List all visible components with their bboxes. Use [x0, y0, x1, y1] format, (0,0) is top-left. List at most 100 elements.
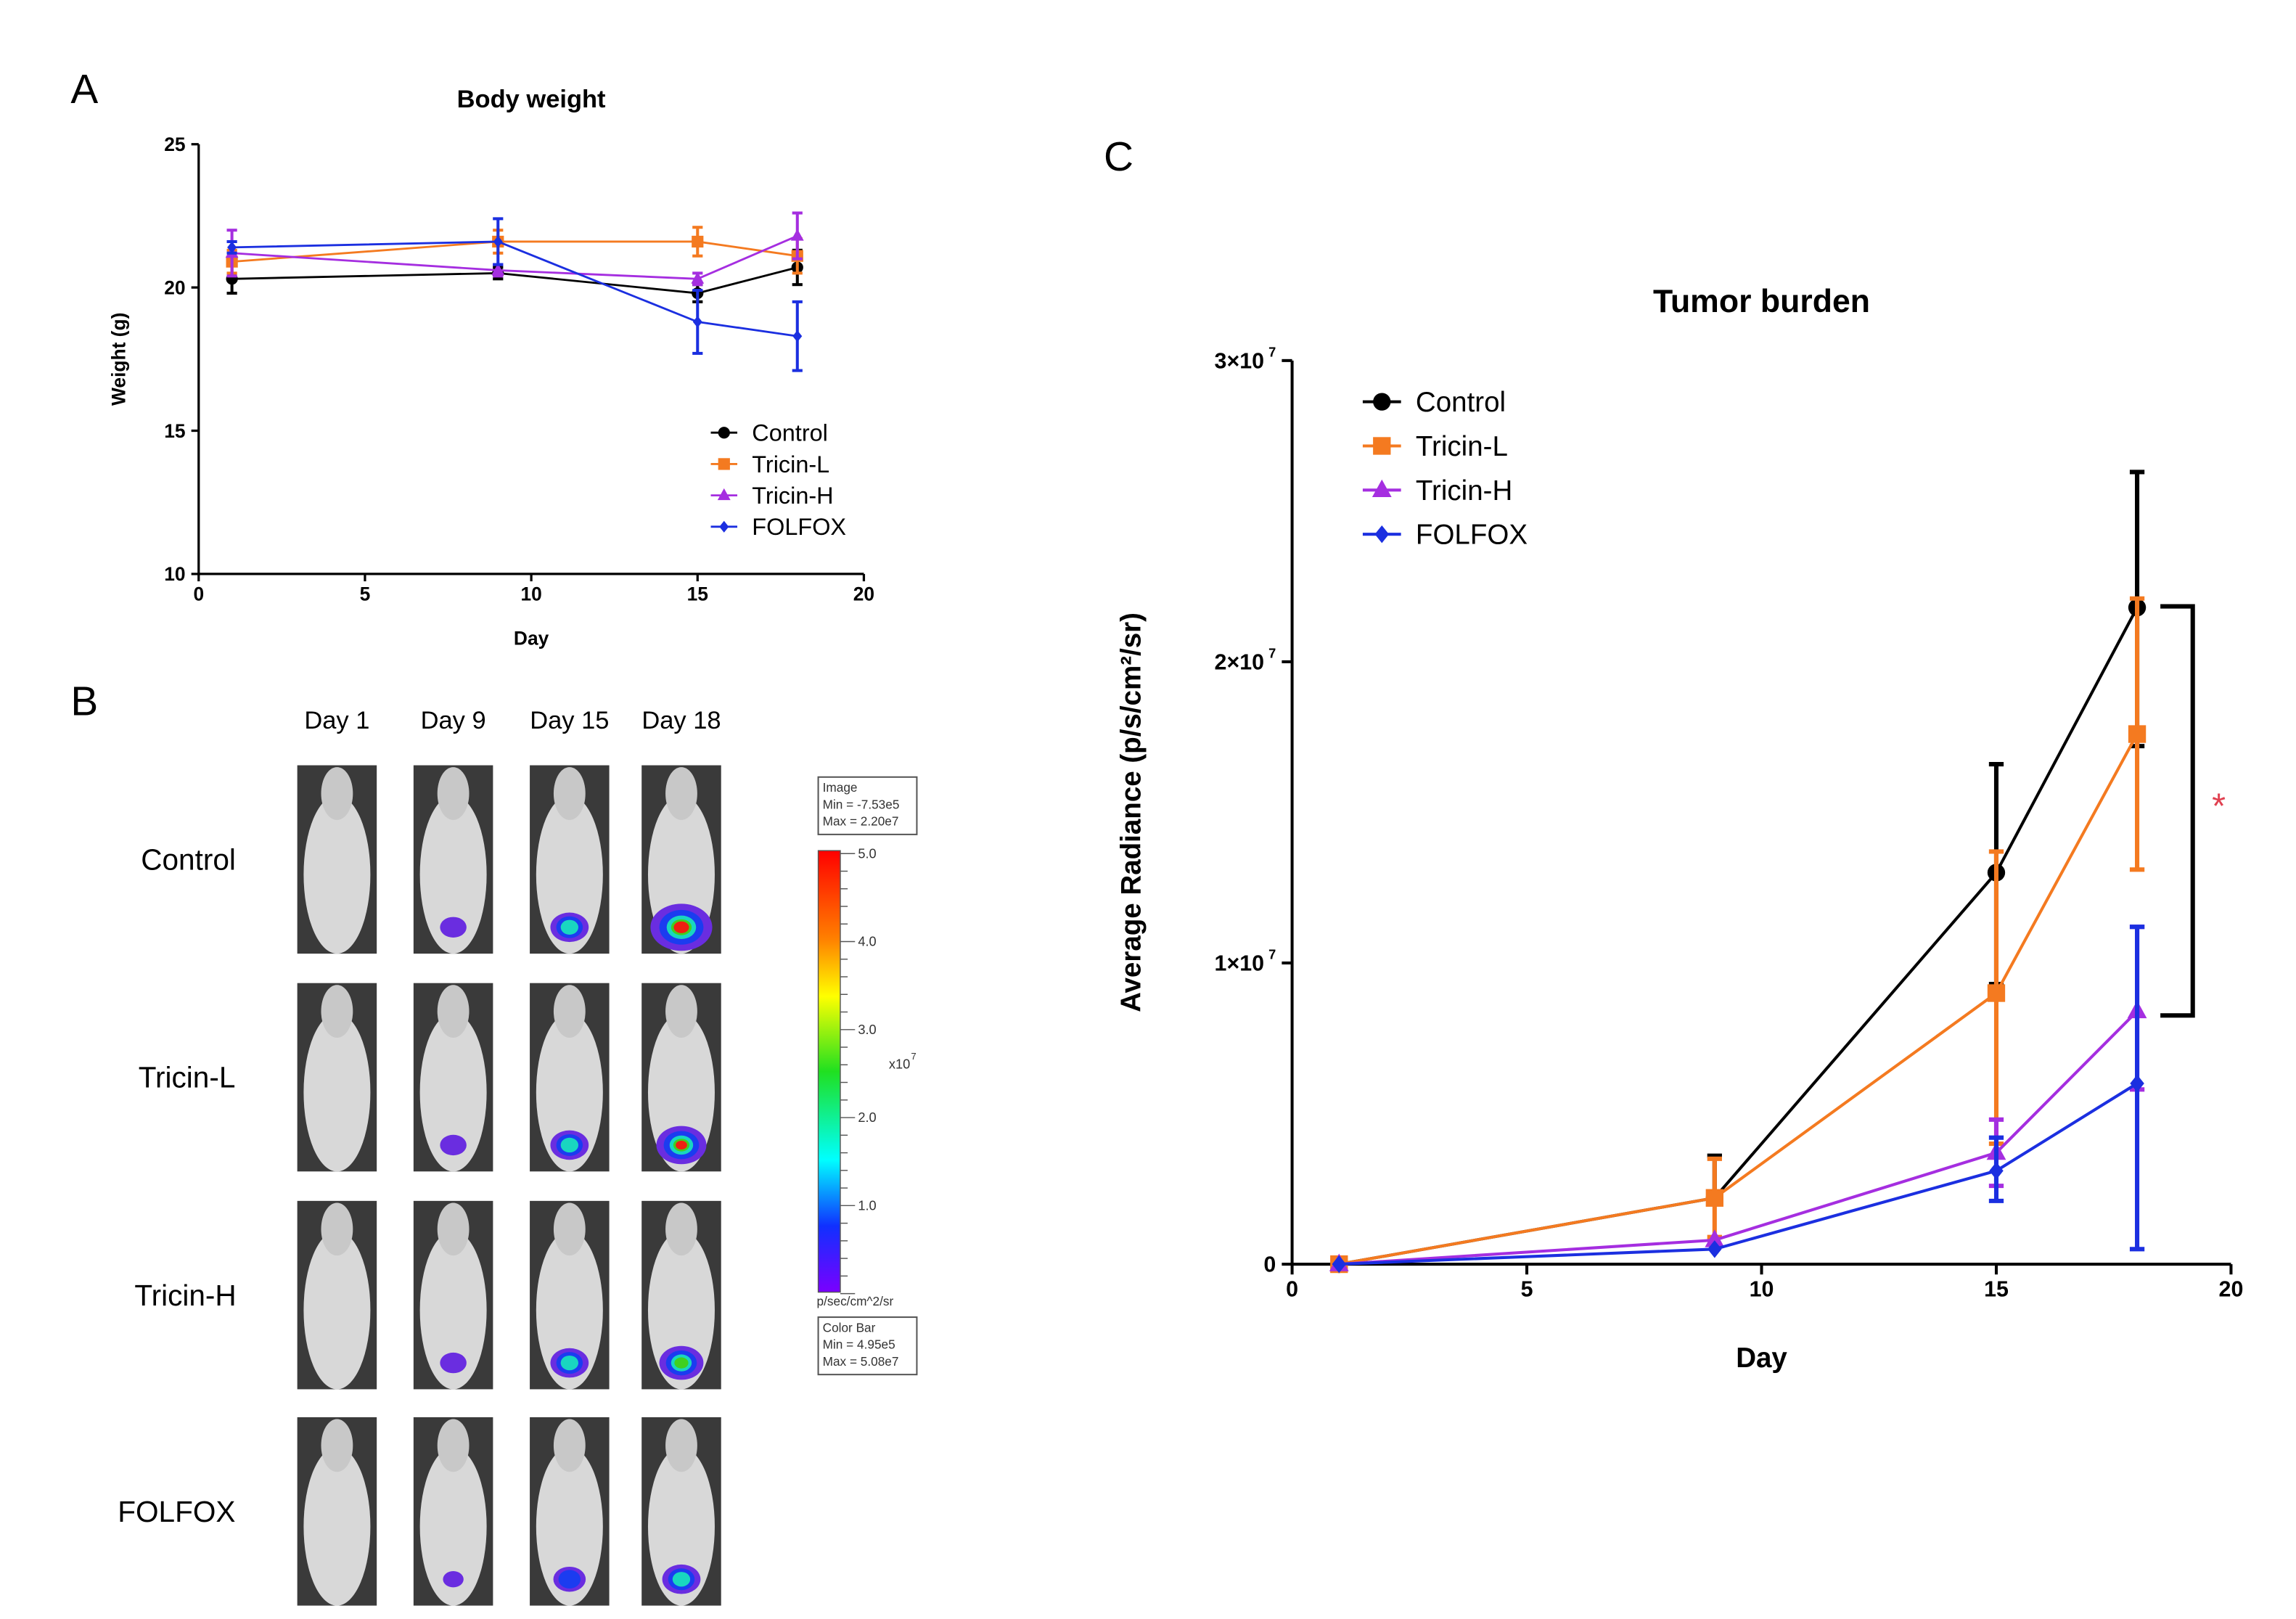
series-tricin-h: [225, 211, 804, 287]
legend-label: Tricin-L: [1416, 431, 1508, 462]
info-box-line: Min = 4.95e5: [823, 1337, 895, 1352]
legend-marker: [1373, 437, 1391, 455]
legend-marker: [1374, 525, 1390, 544]
x-tick-label: 0: [193, 583, 204, 604]
column-header: Day 15: [530, 707, 609, 734]
mouse-image: [297, 765, 377, 954]
legend-label: Control: [1416, 387, 1506, 418]
y-tick-label: 1×10: [1215, 951, 1265, 976]
mouse-image: [297, 983, 377, 1172]
colorbar-units: p/sec/cm^2/sr: [817, 1294, 894, 1308]
series-line: [231, 234, 798, 280]
data-point: [227, 241, 237, 253]
legend-item: Tricin-L: [1362, 431, 1508, 462]
bioluminescence-image-grid: Day 1 Day 9 Day 15 Day 18 Control Tricin-L Tri…: [118, 707, 721, 1606]
legend-marker: [719, 520, 729, 533]
signal-blob: [560, 919, 579, 935]
x-tick-label: 5: [360, 583, 371, 604]
data-point: [790, 229, 804, 241]
y-tick-label: 0: [1263, 1253, 1276, 1277]
signal-blob: [673, 921, 689, 933]
mouse-head: [665, 1202, 697, 1256]
x-tick-label: 5: [1521, 1277, 1533, 1302]
mouse-body: [419, 795, 487, 954]
signal-blob: [676, 1140, 687, 1150]
panel-label-a: A: [70, 67, 98, 112]
signal-blob: [440, 917, 467, 938]
mouse-body: [536, 1013, 603, 1172]
mouse-head: [665, 1419, 697, 1472]
info-box-line: Min = -7.53e5: [823, 797, 900, 811]
x-tick-label: 15: [687, 583, 708, 604]
info-box-border: [817, 776, 918, 835]
mouse-image: [641, 1200, 721, 1390]
significance-bracket: [2160, 604, 2195, 1018]
mouse-image: [413, 1200, 493, 1390]
signal-blob: [443, 1571, 464, 1588]
x-tick-label: 20: [2219, 1277, 2244, 1302]
data-point: [792, 330, 803, 343]
chart-title: Tumor burden: [1653, 284, 1870, 319]
mouse-body: [536, 795, 603, 954]
signal-blob: [440, 1134, 467, 1156]
legend-item: FOLFOX: [1362, 520, 1528, 551]
data-point: [1705, 1189, 1723, 1207]
legend-label: Tricin-H: [752, 483, 833, 509]
row-label: FOLFOX: [118, 1495, 235, 1528]
mouse-head: [321, 767, 353, 820]
info-box-line: Max = 5.08e7: [823, 1354, 899, 1369]
data-point: [491, 263, 505, 275]
body-weight-chart: Body weight 0 5 10 15 20 10 15 20 25 Day Weight (g)…: [107, 86, 874, 649]
data-point: [691, 271, 705, 284]
x-tick-label: 10: [520, 583, 541, 604]
column-header: Day 1: [304, 707, 369, 734]
legend-item: Control: [1362, 387, 1506, 418]
mouse-head: [321, 985, 353, 1038]
mouse-body: [419, 1447, 487, 1606]
info-box-line: Image: [823, 780, 858, 795]
mouse-head: [321, 1202, 353, 1256]
y-tick-exponent: 7: [1268, 344, 1276, 359]
mouse-image: [641, 765, 721, 954]
series-folfox: [1332, 925, 2145, 1274]
mouse-image: [530, 1200, 610, 1390]
panel-label-b: B: [70, 679, 98, 725]
data-point: [1989, 1162, 2004, 1180]
legend-marker: [718, 458, 730, 470]
mouse-body: [419, 1231, 487, 1390]
mouse-image: [413, 765, 493, 954]
image-info-box: Image Min = -7.53e5 Max = 2.20e7: [817, 776, 918, 835]
data-point: [692, 316, 702, 328]
series-tricin-l: [226, 226, 803, 275]
mouse-body: [647, 1231, 715, 1390]
mouse-head: [553, 767, 586, 820]
mouse-body: [303, 1013, 371, 1172]
row-label: Control: [141, 843, 236, 877]
colorbar-tick-label: 3.0: [858, 1022, 876, 1037]
series-tricin-h: [1329, 925, 2147, 1271]
series-line: [1339, 1009, 2139, 1266]
signal-blob: [558, 1570, 581, 1589]
x-tick-label: 15: [1984, 1277, 2009, 1302]
mouse-body: [647, 1447, 715, 1606]
legend-label: Tricin-L: [752, 451, 829, 477]
panel-label-c: C: [1104, 134, 1133, 180]
y-tick-exponent: 7: [1268, 946, 1276, 962]
signal-blob: [672, 1572, 691, 1587]
colorbar-tick-label: 2.0: [858, 1110, 876, 1125]
colorbar-tick-label: 5.0: [858, 845, 876, 861]
mouse-image: [297, 1417, 377, 1606]
mouse-head: [437, 1202, 470, 1256]
y-tick-label: 2×10: [1215, 650, 1265, 675]
mouse-head: [553, 1202, 586, 1256]
chart-title: Body weight: [457, 86, 606, 113]
mouse-body: [303, 1231, 371, 1390]
mouse-body: [536, 1231, 603, 1390]
legend-item: Tricin-H: [1362, 475, 1512, 507]
mouse-image: [530, 765, 610, 954]
mouse-body: [536, 1447, 603, 1606]
signal-blob: [440, 1352, 467, 1374]
colorbar-multiplier: x10: [889, 1056, 910, 1071]
mouse-head: [437, 767, 470, 820]
